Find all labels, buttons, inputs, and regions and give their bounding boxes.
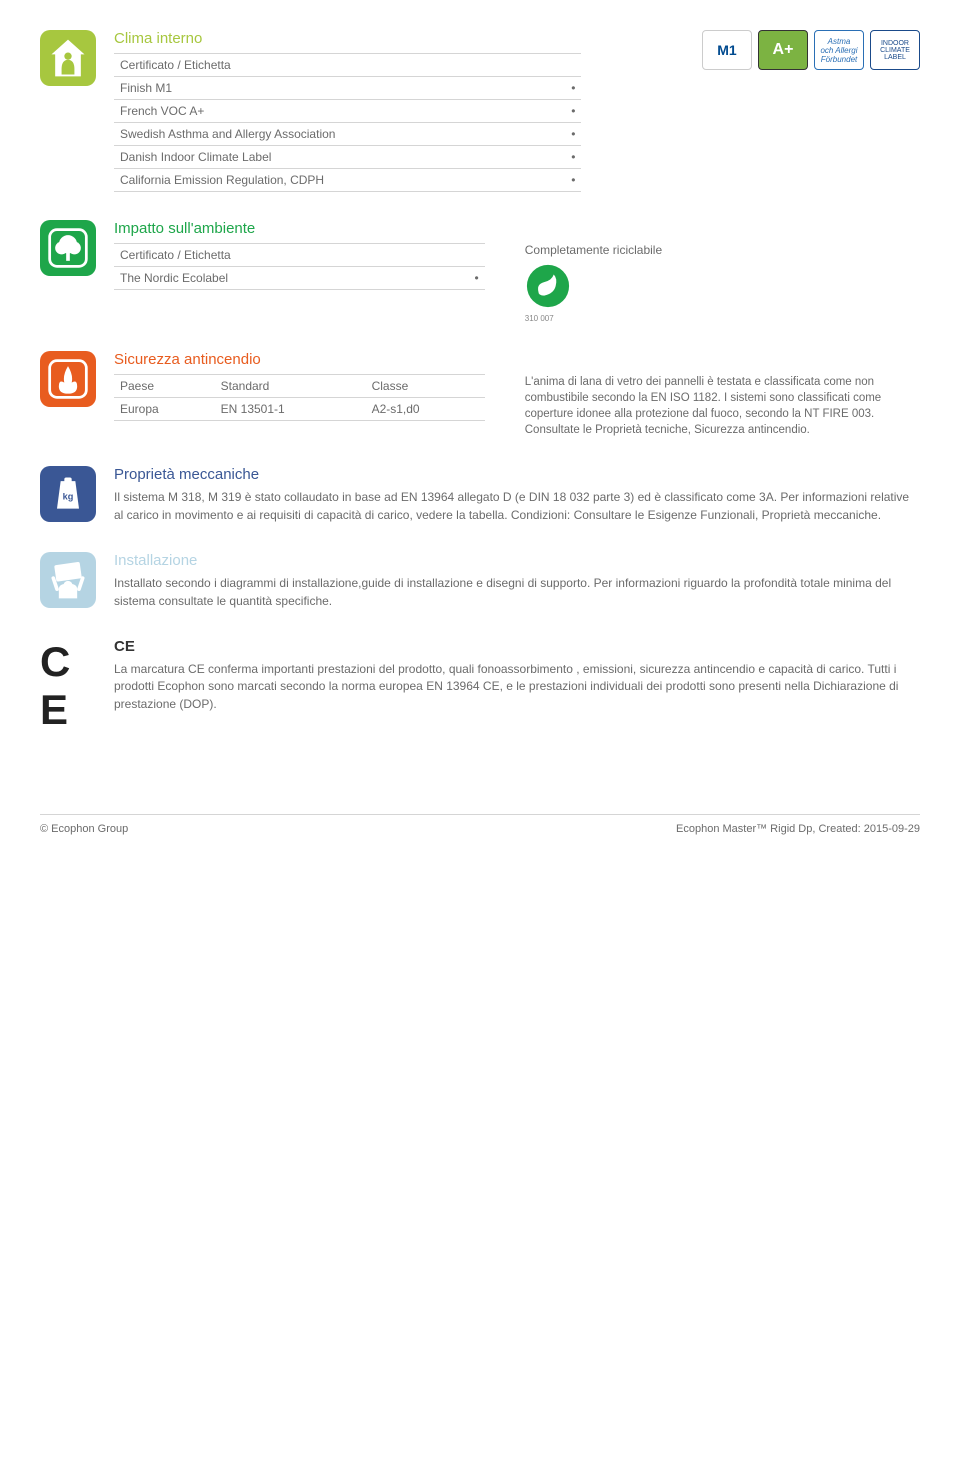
impatto-title: Impatto sull'ambiente	[114, 220, 920, 237]
fuoco-h1: Paese	[114, 375, 215, 398]
footer-right: Ecophon Master™ Rigid Dp, Created: 2015-…	[676, 823, 920, 835]
clima-row-mark: •	[550, 100, 581, 123]
footer: © Ecophon Group Ecophon Master™ Rigid Dp…	[40, 814, 920, 835]
clima-row-label: California Emission Regulation, CDPH	[114, 169, 550, 192]
fuoco-c2: EN 13501-1	[215, 398, 366, 421]
fuoco-c3: A2-s1,d0	[366, 398, 485, 421]
weight-icon: kg	[46, 472, 90, 516]
mecc-title: Proprietà meccaniche	[114, 466, 920, 483]
impatto-row-label: The Nordic Ecolabel	[114, 267, 441, 290]
tree-icon	[46, 226, 90, 270]
clima-row-label: Danish Indoor Climate Label	[114, 146, 550, 169]
section-fuoco: Sicurezza antincendio Paese Standard Cla…	[40, 351, 920, 438]
mecc-icon: kg	[40, 466, 96, 522]
fuoco-table: Paese Standard Classe Europa EN 13501-1 …	[114, 374, 485, 421]
ce-text: La marcatura CE conferma importanti pres…	[114, 661, 920, 713]
fuoco-c1: Europa	[114, 398, 215, 421]
clima-title: Clima interno	[114, 30, 581, 47]
ce-mark-icon: C E	[40, 638, 96, 734]
ce-icon: C E	[40, 638, 96, 734]
swan-id: 310 007	[525, 314, 920, 323]
clima-row-mark: •	[550, 123, 581, 146]
footer-left: © Ecophon Group	[40, 823, 128, 835]
install-text: Installato secondo i diagrammi di instal…	[114, 575, 920, 610]
fuoco-text: L'anima di lana di vetro dei pannelli è …	[525, 374, 920, 438]
swan-icon	[525, 263, 571, 309]
clima-row-label: Swedish Asthma and Allergy Association	[114, 123, 550, 146]
fuoco-h3: Classe	[366, 375, 485, 398]
clima-row-mark: •	[550, 77, 581, 100]
ce-title: CE	[114, 638, 920, 655]
impatto-right-text: Completamente riciclabile	[525, 243, 920, 257]
badge-indoor: INDOORCLIMATELABEL	[870, 30, 920, 70]
clima-row-label: French VOC A+	[114, 100, 550, 123]
badge-m1: M1	[702, 30, 752, 70]
section-ce: C E CE La marcatura CE conferma importan…	[40, 638, 920, 734]
install-icon	[40, 552, 96, 608]
fuoco-title: Sicurezza antincendio	[114, 351, 920, 368]
badge-astma: Astmaoch AllergiFörbundet	[814, 30, 864, 70]
impatto-row-mark: •	[441, 267, 485, 290]
clima-table: Certificato / Etichetta Finish M1• Frenc…	[114, 53, 581, 192]
impatto-header: Certificato / Etichetta	[114, 244, 485, 267]
fuoco-h2: Standard	[215, 375, 366, 398]
mecc-text: Il sistema M 318, M 319 è stato collauda…	[114, 489, 920, 524]
clima-row-mark: •	[550, 169, 581, 192]
section-mecc: kg Proprietà meccaniche Il sistema M 318…	[40, 466, 920, 524]
clima-header: Certificato / Etichetta	[114, 54, 581, 77]
svg-text:kg: kg	[63, 492, 74, 502]
section-impatto: Impatto sull'ambiente Certificato / Etic…	[40, 220, 920, 323]
section-install: Installazione Installato secondo i diagr…	[40, 552, 920, 610]
flame-icon	[46, 357, 90, 401]
clima-badges: M1 A+ Astmaoch AllergiFörbundet INDOORCL…	[702, 30, 920, 70]
install-title: Installazione	[114, 552, 920, 569]
impatto-table: Certificato / Etichetta The Nordic Ecola…	[114, 243, 485, 290]
badge-aplus: A+	[758, 30, 808, 70]
clima-row-label: Finish M1	[114, 77, 550, 100]
fuoco-icon	[40, 351, 96, 407]
section-clima: Clima interno Certificato / Etichetta Fi…	[40, 30, 920, 192]
house-person-icon	[46, 36, 90, 80]
installer-icon	[46, 558, 90, 602]
impatto-icon	[40, 220, 96, 276]
clima-row-mark: •	[550, 146, 581, 169]
clima-icon	[40, 30, 96, 86]
